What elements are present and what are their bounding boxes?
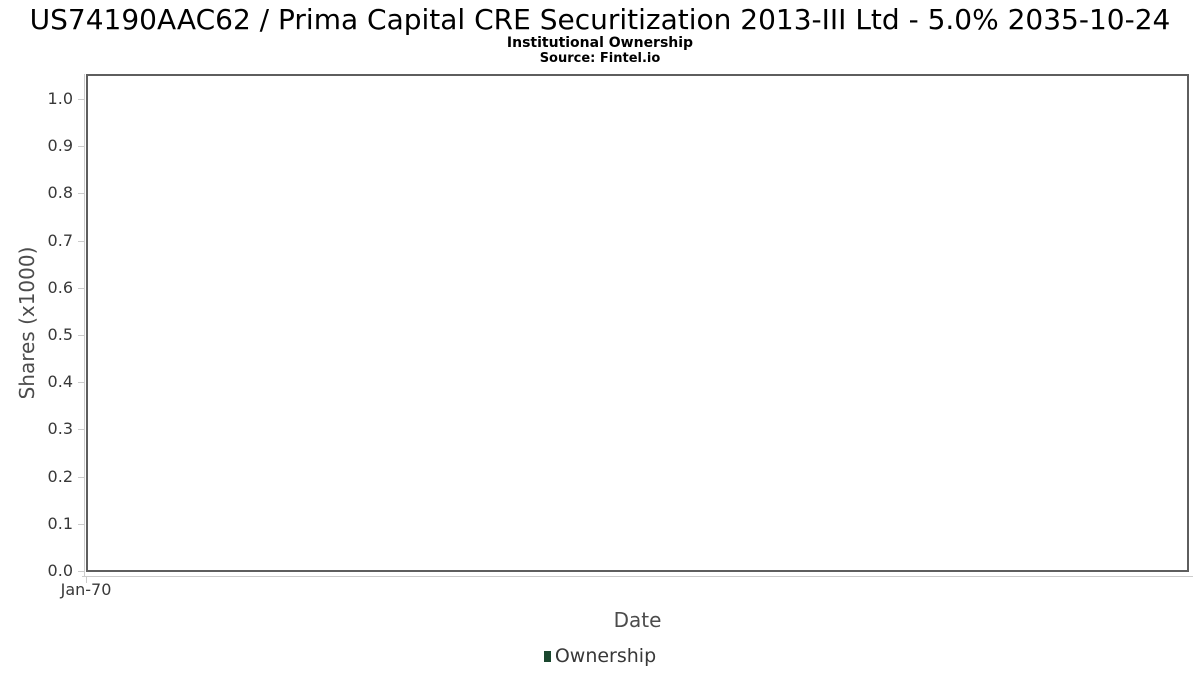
chart-subtitle: Institutional Ownership bbox=[506, 35, 694, 51]
x-axis-title: Date bbox=[613, 608, 662, 632]
x-axis-line bbox=[82, 576, 1193, 577]
y-tick-label: 0.8 bbox=[47, 183, 73, 202]
y-tick-label: 0.5 bbox=[47, 325, 73, 344]
y-tick-mark bbox=[78, 99, 84, 100]
plot-area bbox=[86, 74, 1189, 572]
y-tick-label: 0.4 bbox=[47, 372, 73, 391]
chart-title: US74190AAC62 / Prima Capital CRE Securit… bbox=[29, 3, 1171, 36]
y-tick-label: 0.0 bbox=[47, 561, 73, 580]
legend-item-ownership: Ownership bbox=[543, 645, 657, 667]
y-tick-mark bbox=[78, 193, 84, 194]
y-tick-label: 0.6 bbox=[47, 278, 73, 297]
y-tick-mark bbox=[78, 146, 84, 147]
legend-marker-icon bbox=[543, 650, 551, 662]
y-tick-label: 1.0 bbox=[47, 89, 73, 108]
y-tick-label: 0.2 bbox=[47, 467, 73, 486]
y-tick-mark bbox=[78, 288, 84, 289]
y-tick-mark bbox=[78, 335, 84, 336]
y-tick-mark bbox=[78, 382, 84, 383]
y-tick-mark bbox=[78, 571, 84, 572]
y-tick-mark bbox=[78, 524, 84, 525]
y-axis-line bbox=[84, 74, 85, 577]
y-tick-mark bbox=[78, 429, 84, 430]
y-tick-mark bbox=[78, 477, 84, 478]
y-tick-mark bbox=[78, 241, 84, 242]
y-tick-label: 0.3 bbox=[47, 419, 73, 438]
legend-label: Ownership bbox=[554, 645, 657, 667]
x-tick-label: Jan-70 bbox=[60, 580, 112, 599]
chart-source: Source: Fintel.io bbox=[539, 51, 661, 66]
y-tick-label: 0.9 bbox=[47, 136, 73, 155]
x-tick-mark bbox=[86, 577, 87, 583]
legend: Ownership bbox=[0, 645, 1200, 667]
y-tick-label: 0.1 bbox=[47, 514, 73, 533]
y-tick-label: 0.7 bbox=[47, 231, 73, 250]
